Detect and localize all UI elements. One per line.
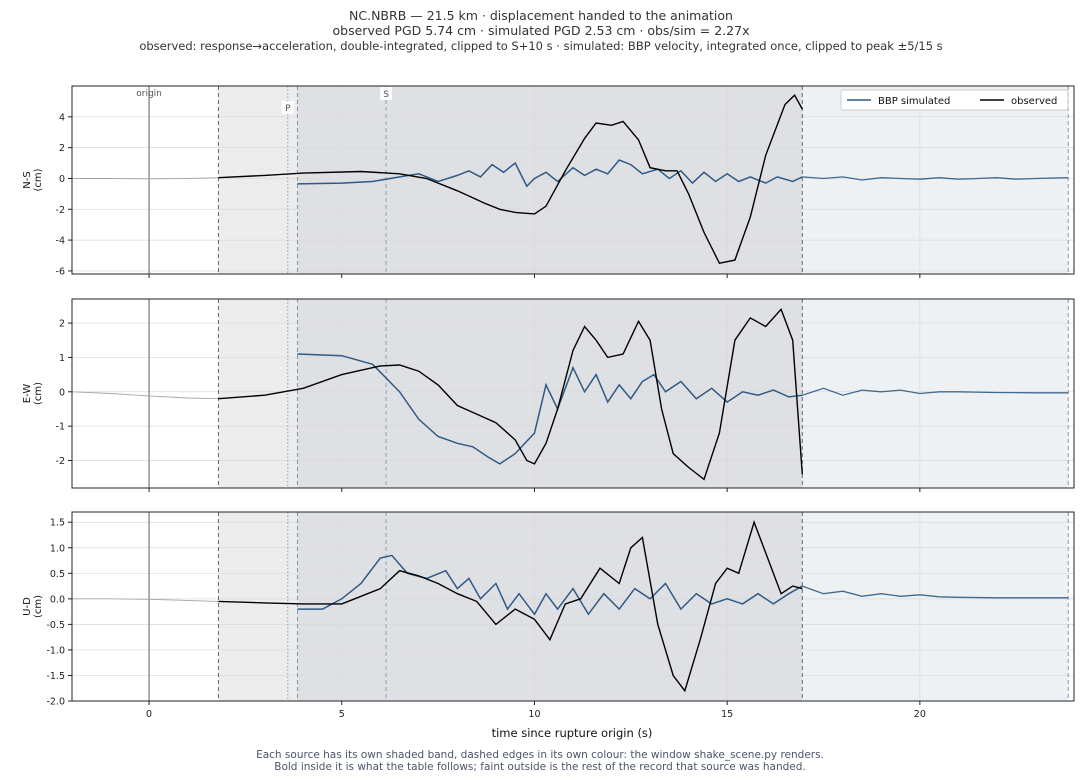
overlap-window-band — [297, 86, 803, 274]
y-tick-label: -2 — [56, 205, 65, 216]
y-tick-label: 0.5 — [50, 569, 65, 580]
panel-1: -6 -4 -2 0 2 4 N-S(cm) origin P S — [22, 85, 1075, 278]
y-tick-label: 0 — [59, 387, 65, 398]
simulated-line — [297, 554, 803, 616]
y-axis-label-line: N-S — [22, 171, 33, 188]
s-label: S — [383, 90, 389, 100]
y-tick-label: 1 — [59, 353, 65, 364]
panel-frame — [71, 511, 1075, 702]
x-axis-label: time since rupture origin (s) — [492, 726, 653, 740]
x-tick-label: 15 — [721, 709, 733, 720]
simulated-window-band — [802, 512, 1069, 701]
panel-plot-area — [72, 299, 1074, 488]
y-tick-label: -0.5 — [46, 620, 65, 631]
x-tick-label: 20 — [914, 709, 926, 720]
title-line-1: NC.NBRB — 21.5 km · displacement handed … — [349, 8, 733, 23]
y-tick-label: 2 — [59, 143, 65, 154]
panel-plot-area — [72, 86, 1074, 274]
y-axis-label-line: (cm) — [33, 595, 44, 618]
footer-note: Each source has its own shaded band, das… — [256, 749, 824, 773]
panels: -6-4-2024N-S(cm)originPS-2-1012E-W(cm)-2… — [22, 85, 1075, 708]
simulated-window-band — [802, 299, 1069, 488]
observed-faint-line — [72, 391, 219, 400]
title-line-2: observed PGD 5.74 cm · simulated PGD 2.5… — [333, 23, 750, 38]
title-line-3: observed: response→acceleration, double-… — [139, 39, 942, 53]
legend-sim-label: BBP simulated — [878, 96, 950, 107]
y-tick-label: -2 — [56, 456, 65, 467]
legend: BBP simulated observed — [840, 89, 1069, 111]
y-tick-label: 0.0 — [50, 594, 65, 605]
y-tick-label: -6 — [56, 266, 65, 277]
y-tick-label: -1.0 — [46, 645, 65, 656]
simulated-faint-line — [802, 585, 1069, 599]
observed-line — [218, 94, 803, 264]
p-label-bg — [281, 101, 294, 114]
y-tick-label: -2.0 — [46, 697, 65, 708]
y-axis-label: E-W(cm) — [22, 382, 44, 405]
y-axis-label-line: U-D — [22, 597, 33, 616]
x-tick-label: 0 — [146, 709, 152, 720]
x-tick-label: 10 — [528, 709, 540, 720]
origin-label: origin — [136, 89, 162, 99]
observed-faint-line — [72, 177, 219, 180]
simulated-faint-line — [802, 176, 1069, 181]
panel-frame — [71, 85, 1075, 275]
simulated-line — [297, 159, 803, 188]
y-axis-label-line: E-W — [22, 384, 33, 404]
figure-title: NC.NBRB — 21.5 km · displacement handed … — [139, 8, 942, 53]
y-axis-label: U-D(cm) — [22, 595, 44, 618]
y-axis-label: N-S(cm) — [22, 168, 44, 191]
observed-line — [218, 307, 803, 481]
x-tick-label: 5 — [339, 709, 345, 720]
y-tick-label: -1 — [56, 422, 65, 433]
observed-faint-line — [72, 598, 219, 602]
observed-line — [218, 520, 803, 693]
y-tick-label: 0 — [59, 174, 65, 185]
footer-line-2: Bold inside it is what the table follows… — [274, 761, 805, 773]
simulated-faint-line — [802, 387, 1069, 396]
y-axis-label-line: (cm) — [33, 168, 44, 191]
simulated-window-band — [802, 86, 1069, 274]
observed-window-band — [218, 512, 298, 701]
legend-box — [840, 89, 1069, 111]
observed-window-band — [218, 299, 298, 488]
x-axis: 0 5 10 15 20 — [146, 709, 926, 720]
observed-window-band — [218, 86, 298, 274]
s-label-bg — [380, 87, 393, 100]
panel-frame — [71, 298, 1075, 489]
y-tick-label: 4 — [59, 112, 65, 123]
legend-obs-label: observed — [1011, 96, 1057, 107]
panel-2: -2 -1 0 1 2 E-W(cm) — [22, 298, 1075, 492]
y-tick-label: -4 — [56, 236, 65, 247]
y-tick-label: 1.5 — [50, 518, 65, 529]
overlap-window-band — [297, 512, 803, 701]
panel-plot-area — [72, 512, 1074, 701]
panel-3: -2.0 -1.5 -1.0 -0.5 0.0 0.5 1.0 1.5 U-D(cm) — [22, 511, 1075, 708]
y-tick-label: -1.5 — [46, 671, 65, 682]
y-axis-label-line: (cm) — [33, 382, 44, 405]
p-label: P — [285, 104, 291, 114]
y-tick-label: 2 — [59, 319, 65, 330]
footer-line-1: Each source has its own shaded band, das… — [256, 749, 824, 761]
y-tick-label: 1.0 — [50, 543, 65, 554]
